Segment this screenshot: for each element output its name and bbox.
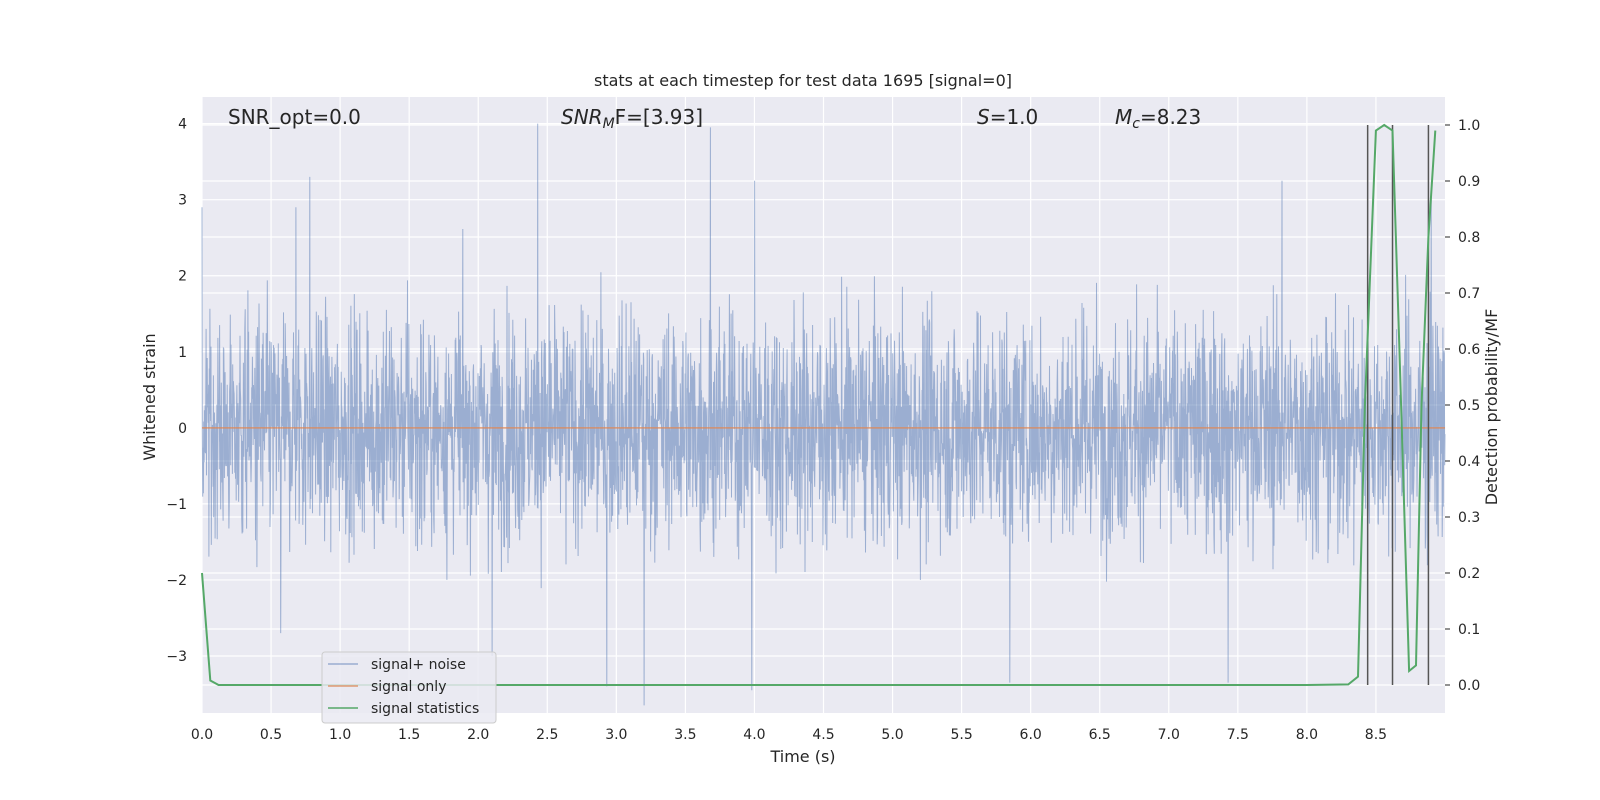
- x-tick-label: 3.5: [674, 727, 696, 743]
- vertical-lines: [1366, 125, 1430, 685]
- y-tick-label: −1: [166, 497, 187, 513]
- chart-title: stats at each timestep for test data 169…: [594, 71, 1012, 90]
- annotation-mc-rest: =8.23: [1140, 105, 1201, 129]
- legend-entry-stats: signal statistics: [371, 701, 479, 717]
- annotation-mc-main: M: [1115, 105, 1132, 129]
- x-tick-labels: 0.0 0.5 1.0 1.5 2.0 2.5 3.0 3.5 4.0 4.5 5.0 5.5 6.0 6…: [191, 727, 1387, 743]
- x-tick-label: 0.5: [260, 727, 282, 743]
- y-axis-label: Whitened strain: [140, 333, 159, 460]
- y-tick-label: −3: [166, 649, 187, 665]
- legend-box: [321, 651, 497, 724]
- annotation-snr-mf-rest: F=[3.93]: [615, 105, 703, 129]
- annotation-s-rest: =1.0: [990, 105, 1039, 129]
- y-tick-label: 0: [178, 421, 187, 437]
- legend-entry-signal: signal only: [371, 679, 446, 695]
- y-right-tick-label: 0.9: [1458, 174, 1480, 190]
- annotation-s-main: S: [977, 105, 990, 129]
- x-tick-label: 4.5: [812, 727, 834, 743]
- y-right-tick-label: 0.3: [1458, 510, 1480, 526]
- y-right-tick-label: 0.2: [1458, 566, 1480, 582]
- x-tick-label: 3.0: [605, 727, 627, 743]
- noise-series: [201, 123, 1446, 706]
- x-tick-label: 1.5: [398, 727, 420, 743]
- x-axis-label: Time (s): [769, 747, 835, 766]
- y-right-tick-label: 0.8: [1458, 230, 1480, 246]
- annotation-snr-opt: SNR_opt=0.0: [228, 105, 361, 129]
- legend-entry-noise: signal+ noise: [371, 657, 466, 673]
- annotation-mc: Mc=8.23: [1115, 105, 1201, 132]
- y-tick-label: 4: [178, 117, 187, 133]
- y-right-tick-label: 0.0: [1458, 678, 1480, 694]
- y-tick-label: −2: [166, 573, 187, 589]
- legend: signal+ noise signal only signal statist…: [321, 651, 497, 724]
- y-tick-labels: 4 3 2 1 0 −1 −2 −3: [166, 117, 187, 665]
- y-right-tick-label: 0.4: [1458, 454, 1480, 470]
- x-tick-label: 8.5: [1365, 727, 1387, 743]
- y-right-tick-labels: 1.0 0.9 0.8 0.7 0.6 0.5 0.4 0.3 0.2 0.1 0.0: [1445, 118, 1480, 694]
- y-right-tick-label: 0.7: [1458, 286, 1480, 302]
- x-tick-label: 4.0: [743, 727, 765, 743]
- y-right-tick-label: 0.1: [1458, 622, 1480, 638]
- annotation-mc-sub: c: [1132, 116, 1140, 132]
- x-tick-label: 2.5: [536, 727, 558, 743]
- x-tick-label: 7.5: [1227, 727, 1249, 743]
- x-tick-label: 2.0: [467, 727, 489, 743]
- x-tick-label: 6.5: [1089, 727, 1111, 743]
- annotation-snr-mf: SNRMF=[3.93]: [561, 105, 703, 132]
- x-tick-label: 0.0: [191, 727, 213, 743]
- y-right-axis-label: Detection probability/MF: [1482, 309, 1501, 506]
- y-right-tick-label: 0.6: [1458, 342, 1480, 358]
- x-tick-label: 6.0: [1020, 727, 1042, 743]
- annotation-snr-mf-main: SNR: [561, 105, 603, 129]
- y-tick-label: 3: [178, 193, 187, 209]
- x-tick-label: 7.0: [1158, 727, 1180, 743]
- y-right-tick-label: 1.0: [1458, 118, 1480, 134]
- x-tick-label: 1.0: [329, 727, 351, 743]
- x-tick-label: 5.5: [950, 727, 972, 743]
- x-tick-label: 5.0: [881, 727, 903, 743]
- y-tick-label: 2: [178, 269, 187, 285]
- annotation-s: S=1.0: [977, 105, 1038, 129]
- annotation-snr-mf-sub: M: [603, 116, 615, 132]
- x-tick-label: 8.0: [1296, 727, 1318, 743]
- noise-line: [201, 123, 1446, 706]
- y-tick-label: 1: [178, 345, 187, 361]
- y-right-tick-label: 0.5: [1458, 398, 1480, 414]
